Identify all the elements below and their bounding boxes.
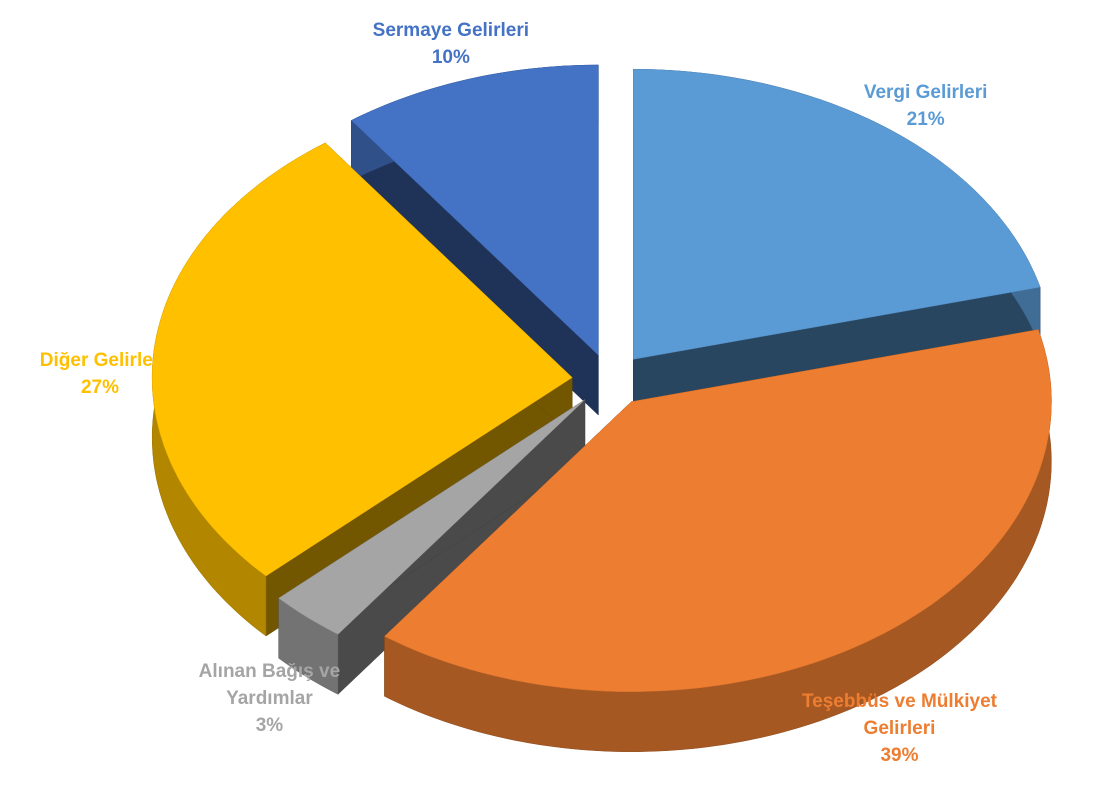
pie-slice <box>384 329 1052 752</box>
slice-top <box>278 399 586 635</box>
label-name: Alınan Bağış ve Yardımlar <box>198 661 341 710</box>
label-name: Vergi Gelirleri <box>863 81 988 103</box>
label-value: 10% <box>431 46 470 68</box>
label-name: Teşebbüs ve Mülkiyet Gelirleri <box>801 690 997 739</box>
data-label: Alınan Bağış ve Yardımlar 3% <box>169 658 369 739</box>
label-value: 27% <box>80 376 120 398</box>
label-value: 21% <box>906 108 945 130</box>
data-label: Teşebbüs ve Mülkiyet Gelirleri 39% <box>799 688 999 769</box>
label-value: 39% <box>880 744 919 766</box>
pie-slice <box>350 64 599 416</box>
data-label: Sermaye Gelirleri 10% <box>351 17 551 71</box>
slice-top <box>633 69 1041 360</box>
label-name: Sermaye Gelirleri <box>372 19 529 41</box>
slice-top <box>384 329 1052 692</box>
data-label: Diğer Gelirler 27% <box>0 347 200 401</box>
slice-top <box>151 142 573 577</box>
label-value: 3% <box>255 715 284 737</box>
pie-slice <box>278 399 586 695</box>
label-name: Diğer Gelirler <box>39 349 161 371</box>
slice-top <box>350 64 599 356</box>
data-label: Vergi Gelirleri 21% <box>826 79 1026 133</box>
